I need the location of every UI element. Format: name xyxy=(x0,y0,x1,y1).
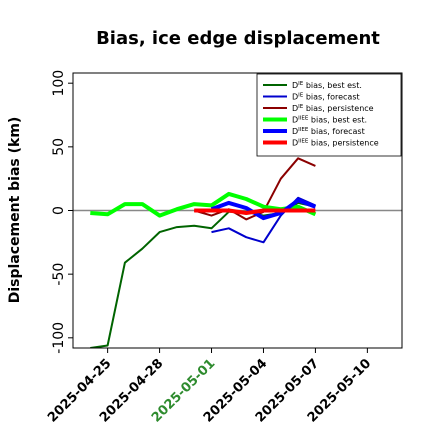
y-tick-label: 100 xyxy=(51,70,67,97)
series-line-4 xyxy=(210,198,317,221)
series-line-2 xyxy=(193,157,316,221)
legend-entry: DIE bias, best est. xyxy=(292,81,362,90)
legend-entry: DIIEE bias, persistence xyxy=(292,139,379,148)
series-line-5 xyxy=(194,208,316,215)
legend: DIE bias, best est. DIE bias, forecast DIE… xyxy=(256,73,402,157)
y-tick-label: -100 xyxy=(51,322,67,354)
legend-entry: DIE bias, forecast xyxy=(292,93,360,102)
legend-entry: DIE bias, persistence xyxy=(292,104,374,113)
y-tick-label: 0 xyxy=(51,206,67,215)
chart-title: Bias, ice edge displacement xyxy=(96,28,380,49)
series-line-1 xyxy=(211,196,316,244)
y-tick-label: 50 xyxy=(51,138,67,156)
plot-area xyxy=(73,157,402,348)
series-line-0 xyxy=(90,201,316,348)
legend-entry: DIIEE bias, best est. xyxy=(292,116,367,125)
y-tick-label: -50 xyxy=(51,263,67,286)
legend-entry: DIIEE bias, forecast xyxy=(292,127,365,136)
y-axis-label: Displacement bias (km) xyxy=(7,117,23,304)
